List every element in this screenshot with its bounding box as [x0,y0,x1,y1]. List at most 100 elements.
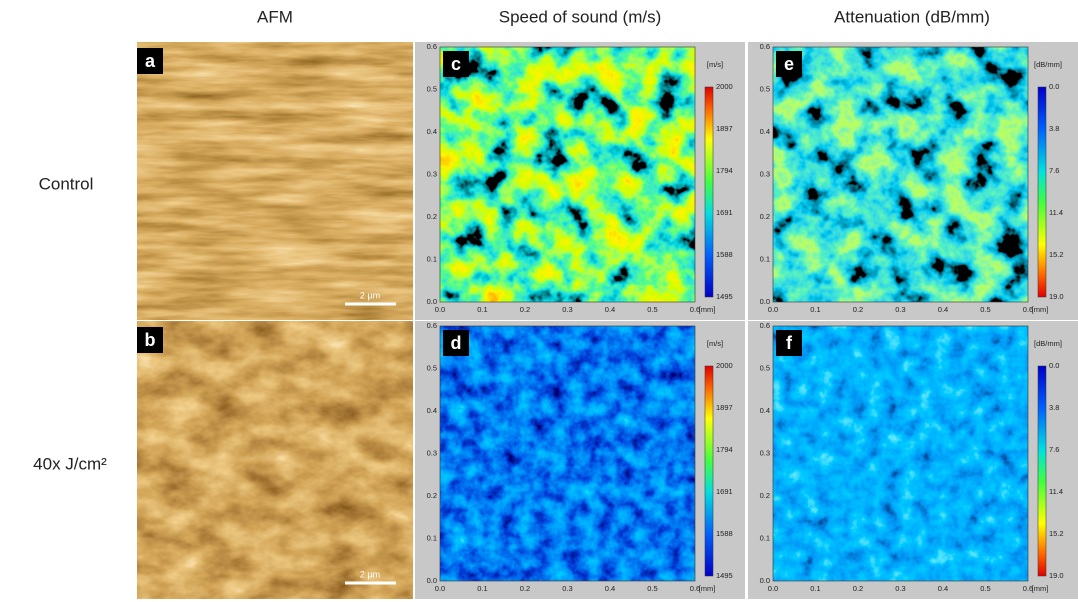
x-tick-label: 0.1 [477,584,487,593]
x-tick-label: 0.3 [895,305,905,314]
y-tick-label: 0.2 [760,491,770,500]
colorbar-unit: [dB/mm] [1034,339,1062,348]
colorbar-unit: [m/s] [707,60,723,69]
y-tick-label: 0.1 [427,533,437,542]
afm-image [137,321,413,599]
colorbar-tick-label: 15.2 [1049,250,1064,259]
x-tick-label: 0.3 [895,584,905,593]
y-tick-label: 0.5 [427,84,437,93]
y-tick-label: 0.4 [427,406,437,415]
x-tick-label: 0.1 [810,305,820,314]
colorbar-tick-label: 1794 [716,445,733,454]
y-tick-label: 0.5 [760,363,770,372]
x-tick-label: 0.4 [938,305,948,314]
x-tick-label: 0.4 [605,584,615,593]
panel-label: b [145,330,156,350]
colorbar-tick-label: 7.6 [1049,445,1059,454]
x-unit-label: [mm] [699,305,716,314]
y-tick-label: 0.5 [427,363,437,372]
colorbar-tick-label: 1495 [716,292,733,301]
colorbar-tick-label: 3.8 [1049,403,1059,412]
colorbar-tick-label: 7.6 [1049,166,1059,175]
panel-label: a [145,51,156,71]
row-label: 40x J/cm² [33,454,107,473]
colorbar-tick-label: 2000 [716,82,733,91]
colorbar-tick-label: 19.0 [1049,571,1064,580]
colorbar-tick-label: 1588 [716,529,733,538]
y-tick-label: 0.2 [427,212,437,221]
colorbar-tick-label: 19.0 [1049,292,1064,301]
y-tick-label: 0.3 [760,169,770,178]
column-header: Speed of sound (m/s) [499,7,662,26]
x-tick-label: 0.3 [562,584,572,593]
x-unit-label: [mm] [1032,305,1049,314]
acoustic-map [773,326,1028,581]
y-tick-label: 0.5 [760,84,770,93]
scale-bar-label: 2 µm [360,290,380,300]
colorbar [705,366,713,576]
x-tick-label: 0.2 [520,305,530,314]
y-tick-label: 0.6 [760,42,770,51]
x-tick-label: 0.5 [647,584,657,593]
y-tick-label: 0.4 [760,127,770,136]
y-tick-label: 0.3 [427,448,437,457]
y-tick-label: 0.6 [427,321,437,330]
x-unit-label: [mm] [1032,584,1049,593]
afm-image [137,42,413,320]
x-tick-label: 0.4 [605,305,615,314]
y-tick-label: 0.1 [427,254,437,263]
colorbar-tick-label: 1897 [716,403,733,412]
x-tick-label: 0.5 [980,305,990,314]
x-tick-label: 0.2 [520,584,530,593]
panel-label: d [451,333,462,353]
acoustic-map [440,326,695,581]
scale-bar-label: 2 µm [360,569,380,579]
colorbar-tick-label: 11.4 [1049,487,1063,496]
colorbar-tick-label: 1588 [716,250,733,259]
colorbar-tick-label: 3.8 [1049,124,1059,133]
y-tick-label: 0.3 [760,448,770,457]
colorbar [705,87,713,297]
panel-label: e [784,54,794,74]
x-tick-label: 0.2 [853,584,863,593]
column-header: AFM [257,7,293,26]
y-tick-label: 0.6 [427,42,437,51]
x-tick-label: 0.0 [768,305,778,314]
colorbar-tick-label: 1897 [716,124,733,133]
colorbar-tick-label: 1691 [716,208,733,217]
y-tick-label: 0.2 [760,212,770,221]
colorbar-tick-label: 15.2 [1049,529,1064,538]
colorbar [1038,366,1046,576]
x-tick-label: 0.0 [435,305,445,314]
colorbar-tick-label: 2000 [716,361,733,370]
y-tick-label: 0.1 [760,254,770,263]
x-tick-label: 0.1 [810,584,820,593]
y-tick-label: 0.1 [760,533,770,542]
colorbar [1038,87,1046,297]
panel-label: f [786,333,793,353]
colorbar-tick-label: 1495 [716,571,733,580]
y-tick-label: 0.2 [427,491,437,500]
x-tick-label: 0.1 [477,305,487,314]
colorbar-tick-label: 1794 [716,166,733,175]
x-tick-label: 0.4 [938,584,948,593]
x-tick-label: 0.5 [647,305,657,314]
colorbar-tick-label: 0.0 [1049,82,1059,91]
x-unit-label: [mm] [699,584,716,593]
colorbar-unit: [dB/mm] [1034,60,1062,69]
acoustic-map [773,47,1028,302]
x-tick-label: 0.2 [853,305,863,314]
x-tick-label: 0.0 [435,584,445,593]
colorbar-unit: [m/s] [707,339,723,348]
column-header: Attenuation (dB/mm) [834,7,990,26]
colorbar-tick-label: 11.4 [1049,208,1063,217]
panel-label: c [451,54,461,74]
y-tick-label: 0.4 [427,127,437,136]
x-tick-label: 0.0 [768,584,778,593]
y-tick-label: 0.4 [760,406,770,415]
y-tick-label: 0.3 [427,169,437,178]
row-label: Control [39,174,94,193]
acoustic-map [440,47,695,302]
x-tick-label: 0.3 [562,305,572,314]
figure: AFM Speed of sound (m/s) Attenuation (dB… [0,0,1078,602]
